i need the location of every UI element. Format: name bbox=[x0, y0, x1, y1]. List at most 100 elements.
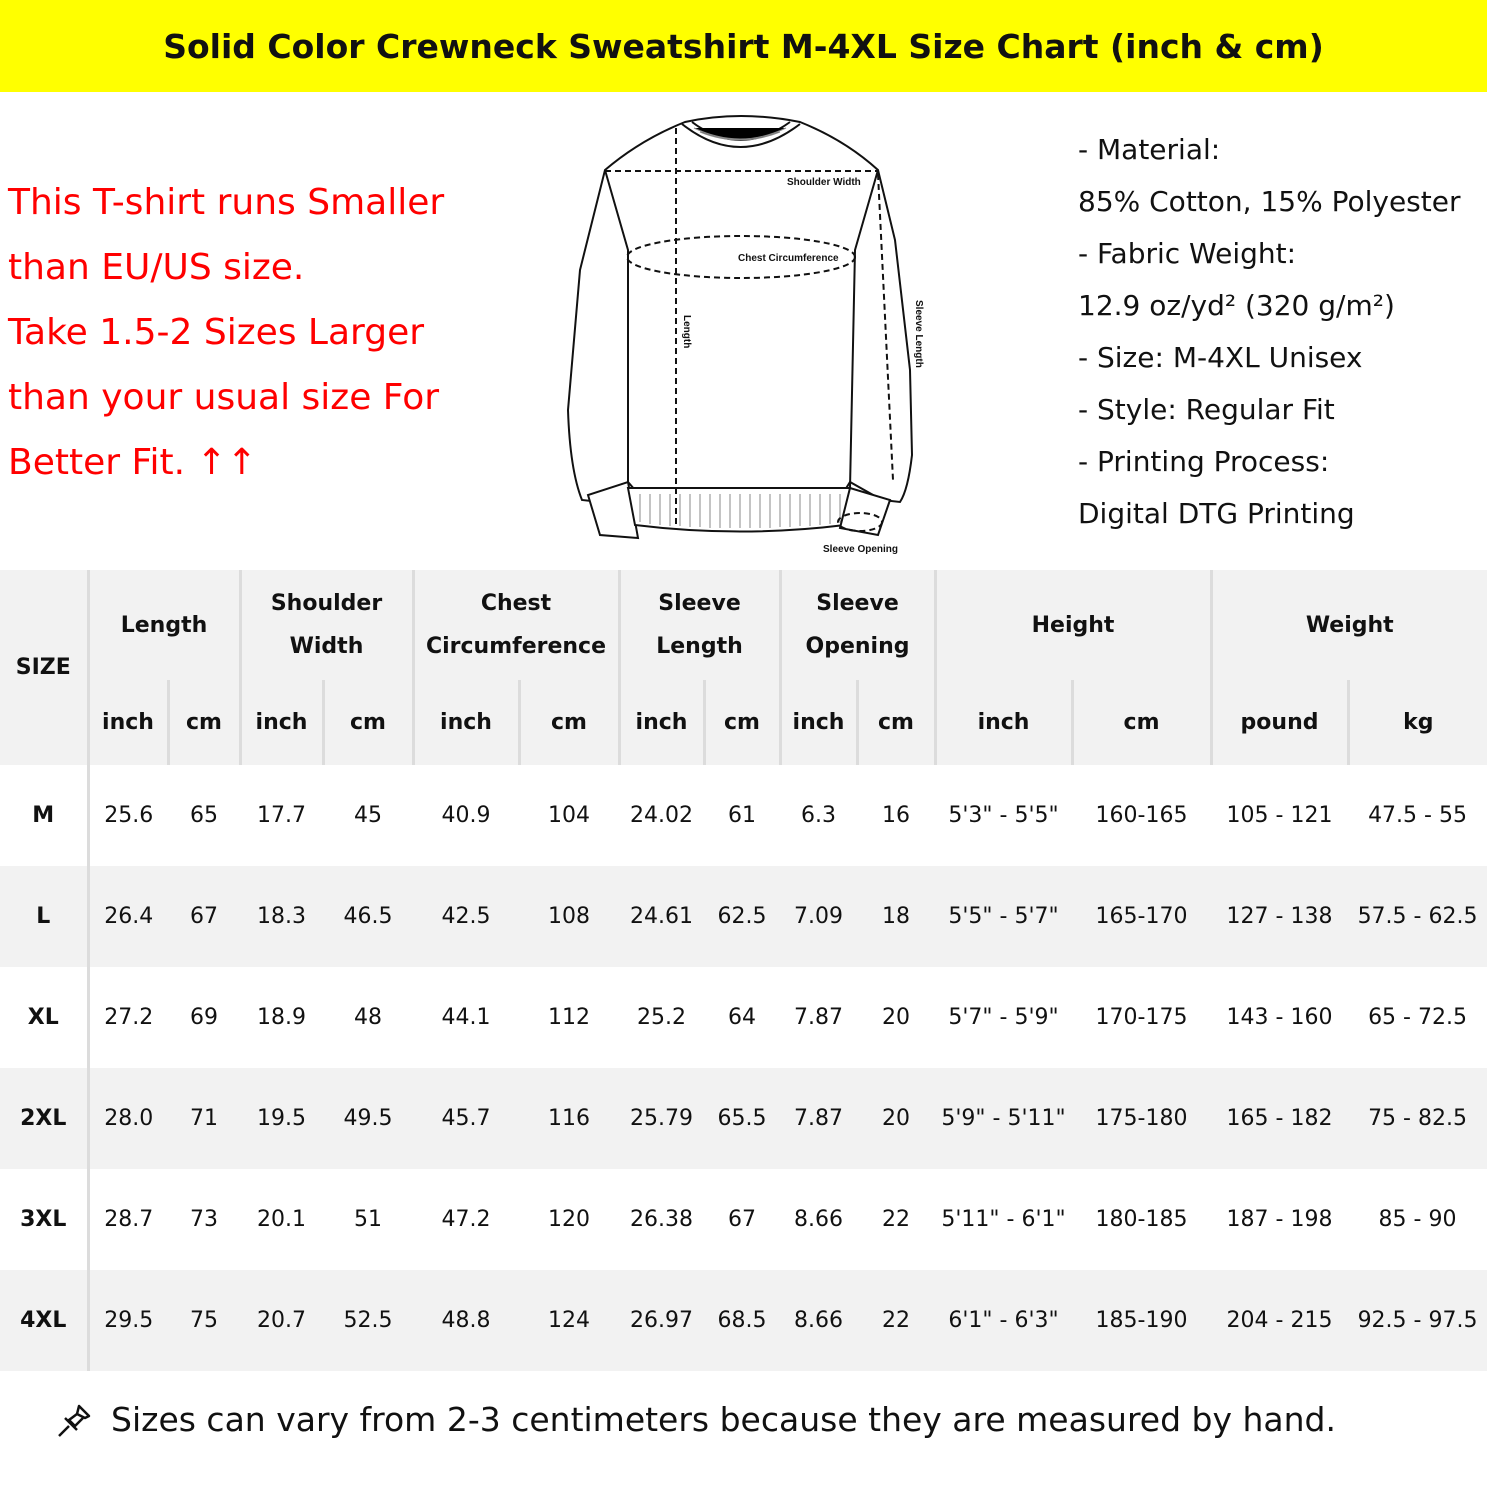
unit-header: cm bbox=[855, 680, 936, 765]
value-cell: 6'1" - 6'3" bbox=[935, 1270, 1073, 1371]
unit-header: cm bbox=[166, 680, 240, 765]
value-cell: 29.5 bbox=[88, 1270, 168, 1371]
unit-header: inch bbox=[778, 680, 857, 765]
group-header: Sleeve Length bbox=[617, 570, 780, 680]
size-cell: M bbox=[0, 765, 90, 866]
value-cell: 8.66 bbox=[794, 1207, 843, 1232]
value-cell: 73 bbox=[190, 1207, 218, 1232]
spec-line: 85% Cotton, 15% Polyester bbox=[1078, 185, 1461, 218]
size-header: SIZE bbox=[0, 570, 90, 765]
value-cell: 18.3 bbox=[240, 866, 323, 967]
value-cell: 187 - 198 bbox=[1226, 1207, 1333, 1232]
value-cell: 28.0 bbox=[88, 1068, 168, 1169]
value-cell: 44.1 bbox=[441, 1005, 491, 1030]
unit-header: inch bbox=[411, 680, 519, 765]
size-cell: 2XL bbox=[0, 1068, 90, 1169]
value-cell: 20 bbox=[882, 1005, 910, 1030]
value-cell: 40.9 bbox=[441, 803, 491, 828]
value-cell: 68.5 bbox=[704, 1270, 780, 1371]
unit-header: kg bbox=[1346, 680, 1487, 765]
value-cell: 175-180 bbox=[1072, 1068, 1212, 1169]
value-cell: 6.3 bbox=[801, 803, 836, 828]
page-title: Solid Color Crewneck Sweatshirt M-4XL Si… bbox=[163, 26, 1324, 66]
table-row: L 26.4 67 18.3 46.5 42.5 108 24.61 62.5 7.09 18 5'5… bbox=[0, 866, 1487, 967]
pushpin-icon bbox=[58, 1404, 91, 1437]
table-row: XL 27.2 69 18.9 48 44.1 112 25.2 64 7.87 20 5'7" - … bbox=[0, 967, 1487, 1068]
value-cell: 112 bbox=[548, 1005, 590, 1030]
spec-line: - Size: M-4XL Unisex bbox=[1078, 341, 1363, 374]
value-cell: 24.02 bbox=[630, 803, 693, 828]
footer-note: Sizes can vary from 2-3 centimeters beca… bbox=[55, 1400, 1336, 1439]
spec-line: - Material: bbox=[1078, 133, 1221, 166]
size-cell: L bbox=[0, 866, 90, 967]
value-cell: 67 bbox=[168, 866, 240, 967]
value-cell: 25.2 bbox=[637, 1005, 686, 1030]
value-cell: 64 bbox=[728, 1005, 756, 1030]
value-cell: 180-185 bbox=[1095, 1207, 1188, 1232]
group-header: Weight bbox=[1209, 570, 1487, 680]
value-cell: 120 bbox=[548, 1207, 590, 1232]
spec-line: 12.9 oz/yd² (320 g/m²) bbox=[1078, 289, 1395, 322]
chest-label: Chest Circumference bbox=[738, 253, 839, 264]
value-cell: 47.2 bbox=[441, 1207, 491, 1232]
value-cell: 116 bbox=[519, 1068, 619, 1169]
footer-text: Sizes can vary from 2-3 centimeters beca… bbox=[111, 1400, 1336, 1439]
value-cell: 7.87 bbox=[780, 1068, 857, 1169]
title-banner: Solid Color Crewneck Sweatshirt M-4XL Si… bbox=[0, 0, 1487, 92]
value-cell: 61 bbox=[728, 803, 756, 828]
value-cell: 28.7 bbox=[104, 1207, 154, 1232]
value-cell: 65 bbox=[190, 803, 218, 828]
value-cell: 5'7" - 5'9" bbox=[948, 1005, 1059, 1030]
value-cell: 5'11" - 6'1" bbox=[941, 1207, 1066, 1232]
spec-line: Digital DTG Printing bbox=[1078, 497, 1355, 530]
value-cell: 127 - 138 bbox=[1211, 866, 1349, 967]
unit-header: inch bbox=[617, 680, 704, 765]
note-line: Take 1.5-2 Sizes Larger bbox=[8, 312, 425, 353]
unit-header: cm bbox=[321, 680, 413, 765]
value-cell: 204 - 215 bbox=[1211, 1270, 1349, 1371]
fit-note: This T-shirt runs Smaller than EU/US siz… bbox=[8, 170, 444, 495]
value-cell: 19.5 bbox=[240, 1068, 323, 1169]
sleeve-opening-label: Sleeve Opening bbox=[823, 544, 898, 555]
value-cell: 17.7 bbox=[257, 803, 306, 828]
value-cell: 26.38 bbox=[630, 1207, 693, 1232]
value-cell: 62.5 bbox=[704, 866, 780, 967]
size-cell: 3XL bbox=[0, 1169, 90, 1270]
value-cell: 7.87 bbox=[794, 1005, 843, 1030]
length-label: Length bbox=[681, 315, 692, 348]
unit-header: pound bbox=[1209, 680, 1349, 765]
value-cell: 71 bbox=[168, 1068, 240, 1169]
size-cell: 4XL bbox=[0, 1270, 90, 1371]
value-cell: 26.4 bbox=[88, 866, 168, 967]
group-header: Shoulder Width bbox=[238, 570, 413, 680]
table-row: 4XL 29.5 75 20.7 52.5 48.8 124 26.97 68.5 8.66 22 6… bbox=[0, 1270, 1487, 1371]
value-cell: 69 bbox=[190, 1005, 218, 1030]
value-cell: 165-170 bbox=[1072, 866, 1212, 967]
value-cell: 5'9" - 5'11" bbox=[935, 1068, 1073, 1169]
value-cell: 85 - 90 bbox=[1378, 1207, 1457, 1232]
value-cell: 170-175 bbox=[1095, 1005, 1188, 1030]
value-cell: 185-190 bbox=[1072, 1270, 1212, 1371]
value-cell: 25.79 bbox=[619, 1068, 704, 1169]
value-cell: 57.5 - 62.5 bbox=[1348, 866, 1487, 967]
value-cell: 143 - 160 bbox=[1226, 1005, 1333, 1030]
spec-line: - Printing Process: bbox=[1078, 445, 1330, 478]
value-cell: 5'3" - 5'5" bbox=[948, 803, 1059, 828]
group-header: Chest Circumference bbox=[411, 570, 619, 680]
value-cell: 124 bbox=[519, 1270, 619, 1371]
value-cell: 51 bbox=[354, 1207, 382, 1232]
value-cell: 160-165 bbox=[1095, 803, 1188, 828]
value-cell: 65.5 bbox=[704, 1068, 780, 1169]
value-cell: 20.7 bbox=[240, 1270, 323, 1371]
value-cell: 27.2 bbox=[104, 1005, 154, 1030]
value-cell: 22 bbox=[882, 1207, 910, 1232]
group-header: Length bbox=[88, 570, 240, 680]
value-cell: 165 - 182 bbox=[1211, 1068, 1349, 1169]
value-cell: 25.6 bbox=[104, 803, 154, 828]
value-cell: 105 - 121 bbox=[1226, 803, 1333, 828]
group-header: Sleeve Opening bbox=[778, 570, 936, 680]
value-cell: 46.5 bbox=[323, 866, 413, 967]
unit-header: cm bbox=[1070, 680, 1212, 765]
sleeve-length-label: Sleeve Length bbox=[913, 300, 924, 368]
unit-header: inch bbox=[238, 680, 323, 765]
